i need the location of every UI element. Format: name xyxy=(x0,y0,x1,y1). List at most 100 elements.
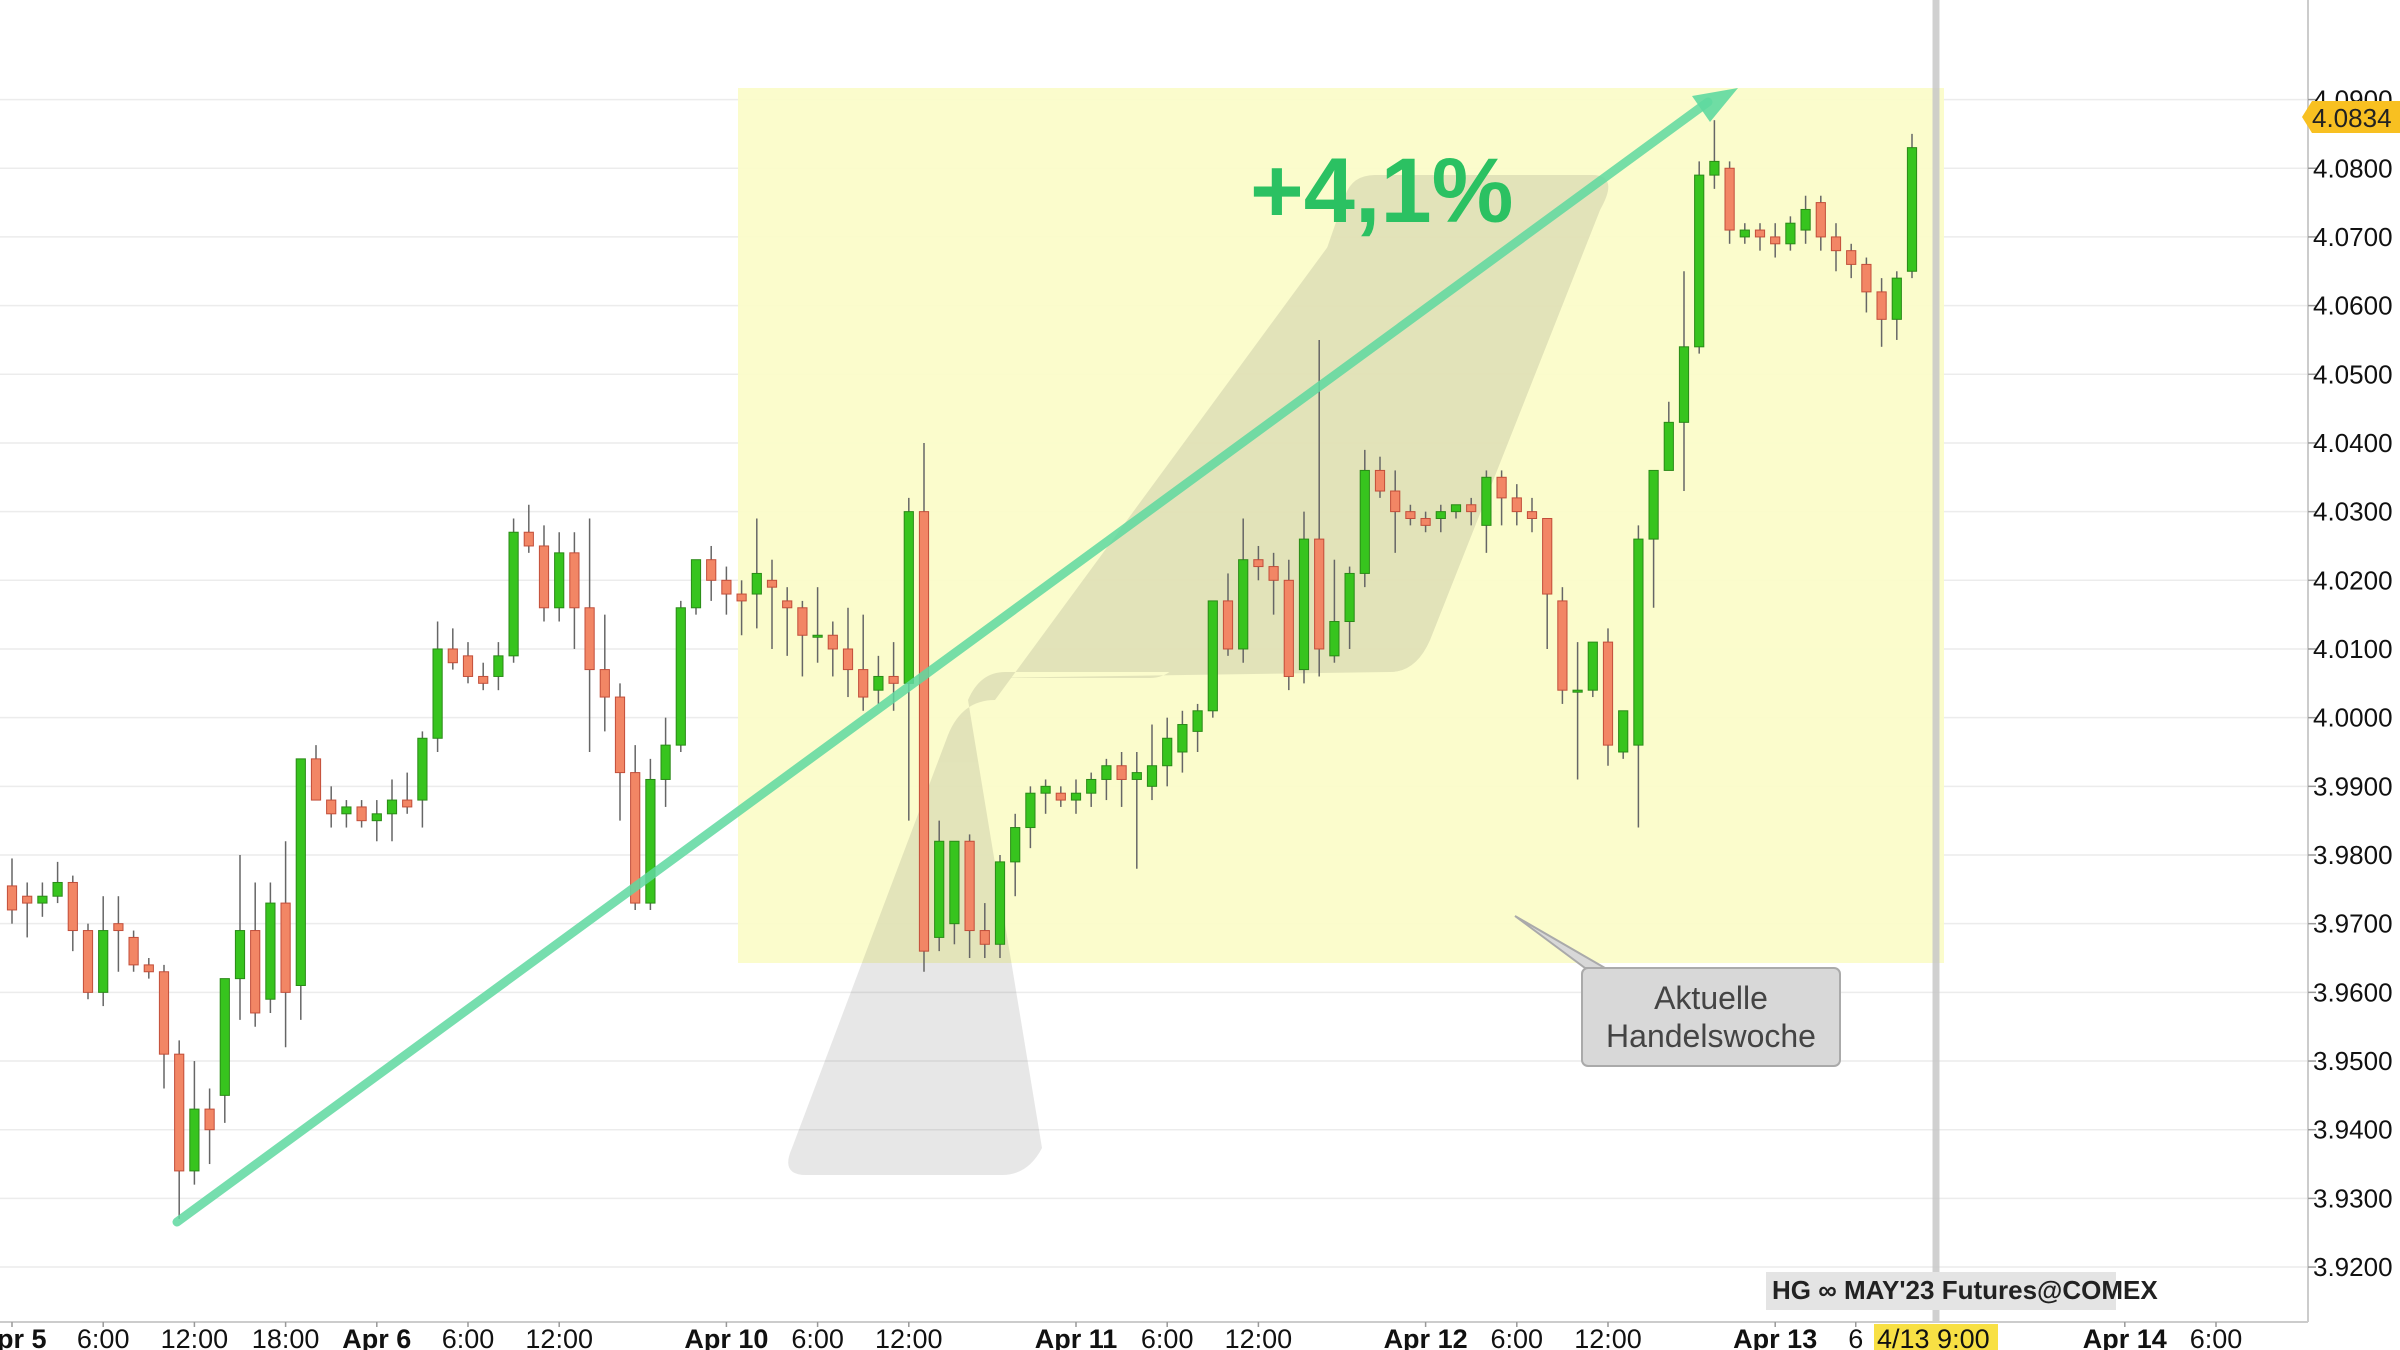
candle xyxy=(219,978,230,1123)
candle xyxy=(1086,772,1097,807)
candle-body-down xyxy=(964,840,975,932)
candle xyxy=(1496,470,1507,526)
candle-body-up xyxy=(1329,621,1340,657)
candle xyxy=(1800,195,1811,244)
candle-body-up xyxy=(341,806,352,815)
candle xyxy=(706,545,717,601)
candle-body-up xyxy=(1618,710,1629,753)
candle xyxy=(1694,161,1705,354)
candle xyxy=(174,1040,185,1219)
candle xyxy=(447,628,458,670)
candle-body-up xyxy=(265,902,276,1000)
candle xyxy=(812,587,823,663)
instrument-label: HG ∞ MAY'23 Futures@COMEX xyxy=(1766,1272,2158,1310)
candle xyxy=(1374,456,1386,498)
candle xyxy=(1146,724,1158,801)
candle-body-up xyxy=(1648,469,1659,540)
candle-body-down xyxy=(888,675,899,684)
candle-body-down xyxy=(82,930,94,993)
candle-body-up xyxy=(1344,572,1355,623)
candle-body-down xyxy=(143,964,154,973)
candle-body-down xyxy=(1876,291,1887,320)
candle xyxy=(1359,449,1370,588)
candle-body-down xyxy=(1511,497,1522,513)
trend-arrow xyxy=(172,88,1738,1227)
candle-body-down xyxy=(1770,236,1781,245)
candle xyxy=(310,745,322,801)
candle-body-up xyxy=(949,840,960,925)
candle-body-down xyxy=(1542,517,1553,595)
candle-body-down xyxy=(158,971,170,1055)
trend-arrow-line xyxy=(172,97,1713,1227)
candle-body-down xyxy=(6,885,18,911)
candle xyxy=(250,882,261,1027)
candle xyxy=(1162,717,1173,787)
x-date-label: Apr 14 xyxy=(2083,1324,2167,1350)
candles-layer xyxy=(6,120,1918,1219)
candle xyxy=(1678,271,1690,492)
x-time-label: 18:00 xyxy=(252,1324,320,1350)
candle xyxy=(204,1088,215,1165)
candle xyxy=(569,532,580,649)
candle xyxy=(98,896,109,1007)
candle xyxy=(614,683,626,821)
instrument-label-bg xyxy=(1766,1272,2116,1310)
y-axis-labels: 4.09004.08004.07004.06004.05004.04004.03… xyxy=(2308,85,2393,1282)
y-tick-label: 4.0600 xyxy=(2313,291,2393,321)
y-tick-label: 3.9400 xyxy=(2313,1115,2393,1145)
candle-body-down xyxy=(630,772,641,904)
candle xyxy=(67,875,78,952)
candle-body-up xyxy=(660,744,671,780)
x-time-label: 6:00 xyxy=(442,1324,495,1350)
candle-body-down xyxy=(22,895,33,904)
candle-body-up xyxy=(554,552,565,609)
candle xyxy=(295,758,306,1020)
candle xyxy=(1526,497,1538,533)
candle-body-up xyxy=(1678,346,1690,423)
callout-rect xyxy=(1581,967,1841,1067)
candle xyxy=(1481,470,1492,553)
candle-body-down xyxy=(1466,504,1477,513)
candle xyxy=(1511,484,1522,526)
candle xyxy=(979,903,990,959)
y-tick-label: 3.9200 xyxy=(2313,1252,2393,1282)
candle xyxy=(1192,703,1203,752)
candle xyxy=(478,662,489,691)
candle-body-down xyxy=(797,607,808,636)
candle xyxy=(1268,552,1279,615)
candle xyxy=(326,786,337,828)
candle xyxy=(371,800,382,842)
candle xyxy=(493,642,504,691)
candle xyxy=(1739,223,1750,244)
candle-body-down xyxy=(1283,579,1294,677)
candle xyxy=(52,861,63,904)
candle-body-up xyxy=(493,655,504,677)
crosshair-time-label: 4/13 9:00 xyxy=(1877,1324,1990,1350)
candle xyxy=(1709,120,1720,189)
x-date-label: Apr 11 xyxy=(1035,1324,1118,1350)
candle-body-down xyxy=(1268,566,1279,581)
candle xyxy=(1906,133,1918,279)
candle xyxy=(280,841,291,1048)
candle xyxy=(1450,504,1462,519)
candle xyxy=(1846,243,1857,279)
candle xyxy=(1830,223,1842,272)
y-tick-label: 3.9800 xyxy=(2313,840,2393,870)
crosshair-time-tag-bg xyxy=(1874,1324,1998,1350)
candle-body-down xyxy=(827,634,838,650)
candle xyxy=(37,882,48,917)
candle-body-up xyxy=(1025,792,1036,829)
candle xyxy=(265,882,276,1013)
candle-body-up xyxy=(1177,724,1188,753)
candle-body-down xyxy=(721,579,732,595)
candle-body-up xyxy=(1101,765,1112,780)
candle xyxy=(1131,751,1142,869)
x-time-label: 6 xyxy=(1848,1324,1863,1350)
candle xyxy=(189,1061,200,1185)
candle-body-down xyxy=(614,696,626,774)
candle-body-down xyxy=(1116,765,1127,780)
candle-body-up xyxy=(1906,147,1918,272)
x-time-label: 12:00 xyxy=(875,1324,943,1350)
candle xyxy=(1222,573,1234,656)
